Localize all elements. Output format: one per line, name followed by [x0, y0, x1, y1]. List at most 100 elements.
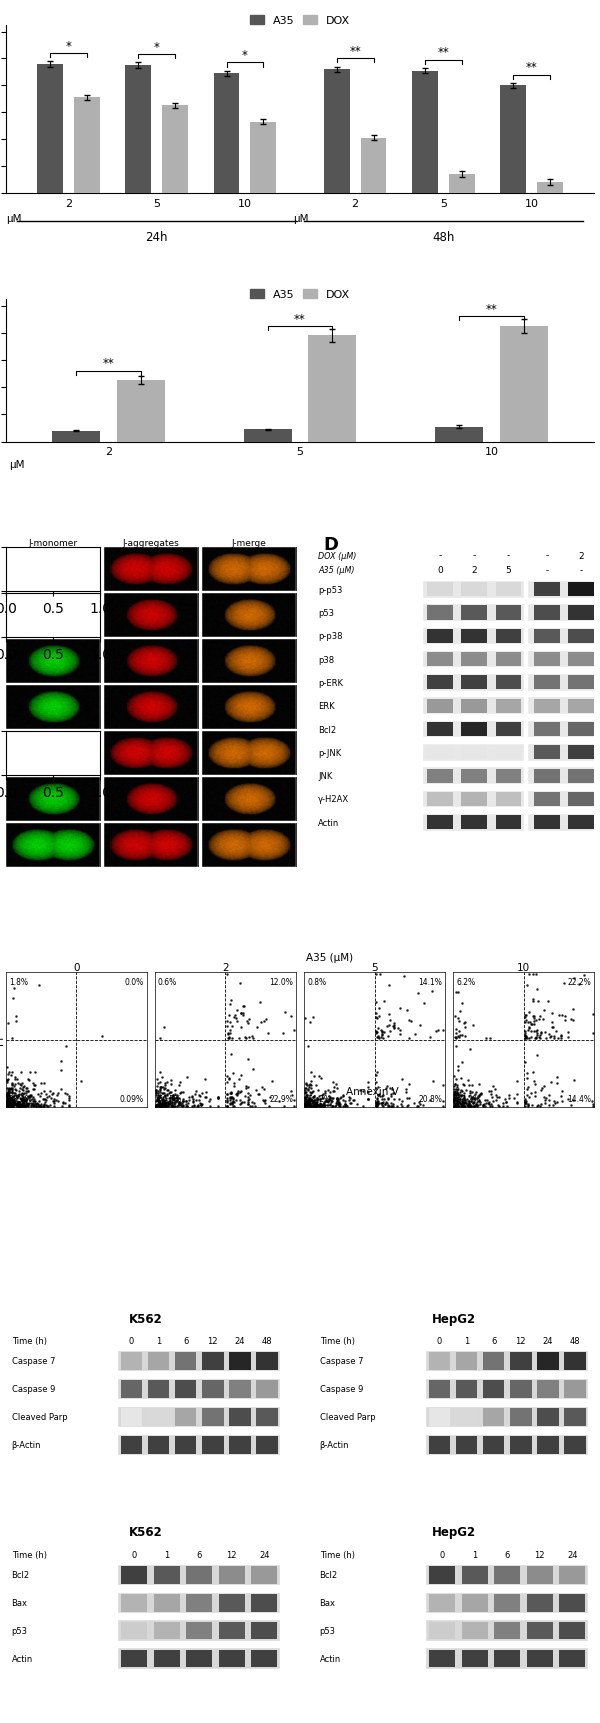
- Point: [26, 1082, 35, 1110]
- Point: [187, 1082, 197, 1110]
- Bar: [534, 700, 560, 713]
- Point: [157, 1089, 167, 1117]
- Point: [157, 1091, 166, 1118]
- Point: [335, 1092, 344, 1120]
- Point: [155, 1082, 164, 1110]
- Point: [190, 1080, 199, 1108]
- Point: [319, 1080, 328, 1108]
- Bar: [429, 1380, 451, 1397]
- Point: [8, 1082, 17, 1110]
- Point: [39, 1092, 49, 1120]
- Point: [310, 1063, 319, 1091]
- Point: [8, 1087, 17, 1115]
- Point: [19, 1085, 29, 1113]
- Point: [227, 1084, 236, 1111]
- Text: Caspase 7: Caspase 7: [11, 1356, 55, 1366]
- Point: [536, 1077, 545, 1104]
- Point: [353, 1091, 362, 1118]
- Point: [526, 1011, 536, 1039]
- Point: [4, 1077, 14, 1104]
- Point: [223, 1020, 233, 1048]
- Point: [156, 1091, 166, 1118]
- Point: [331, 1070, 341, 1098]
- Text: 0: 0: [437, 1337, 442, 1346]
- Point: [4, 1080, 14, 1108]
- Point: [472, 1079, 481, 1106]
- Text: p53: p53: [320, 1627, 335, 1635]
- Point: [161, 1070, 170, 1098]
- Point: [539, 1084, 549, 1111]
- Point: [231, 1080, 241, 1108]
- Point: [539, 1073, 549, 1101]
- Point: [533, 1020, 542, 1048]
- Point: [530, 1008, 539, 1036]
- Point: [451, 1084, 461, 1111]
- Point: [35, 1092, 44, 1120]
- Bar: [423, 698, 524, 715]
- Point: [155, 1092, 165, 1120]
- Point: [32, 1091, 42, 1118]
- Point: [153, 1087, 163, 1115]
- Point: [371, 1018, 381, 1046]
- Point: [463, 1091, 473, 1118]
- Point: [371, 1018, 381, 1046]
- Point: [494, 1084, 503, 1111]
- Point: [300, 1092, 310, 1120]
- Point: [319, 1092, 328, 1120]
- Point: [230, 1003, 239, 1030]
- Point: [20, 1092, 30, 1120]
- Point: [527, 1010, 537, 1037]
- Point: [301, 1092, 311, 1120]
- Point: [16, 1085, 25, 1113]
- Point: [17, 1070, 27, 1098]
- Point: [453, 1005, 463, 1032]
- Text: Bcl2: Bcl2: [11, 1570, 30, 1580]
- Point: [397, 1067, 407, 1094]
- Point: [342, 1092, 352, 1120]
- Point: [2, 1092, 11, 1120]
- Point: [228, 1092, 238, 1120]
- Point: [40, 1085, 50, 1113]
- Point: [520, 1022, 530, 1049]
- Point: [6, 1092, 16, 1120]
- Point: [7, 1092, 16, 1120]
- Point: [244, 1084, 253, 1111]
- Bar: [500, 86, 526, 193]
- Point: [316, 1092, 325, 1120]
- Point: [338, 1082, 348, 1110]
- Point: [236, 999, 246, 1027]
- Point: [556, 1023, 566, 1051]
- Text: **: **: [437, 47, 449, 59]
- Point: [50, 1089, 59, 1117]
- Point: [12, 1087, 22, 1115]
- Point: [161, 1084, 171, 1111]
- Point: [247, 1023, 256, 1051]
- Point: [44, 1082, 54, 1110]
- Point: [13, 1084, 22, 1111]
- Point: [305, 1092, 315, 1120]
- Point: [326, 1089, 336, 1117]
- Point: [304, 1089, 313, 1117]
- Bar: [175, 1353, 196, 1370]
- Point: [19, 1092, 29, 1120]
- Bar: [534, 675, 560, 689]
- Point: [172, 1084, 182, 1111]
- Point: [239, 1089, 248, 1117]
- Point: [243, 1091, 253, 1118]
- Point: [2, 1082, 11, 1110]
- Point: [34, 1091, 43, 1118]
- Point: [460, 1087, 470, 1115]
- Bar: [121, 1435, 142, 1454]
- Point: [226, 1020, 235, 1048]
- Point: [152, 1092, 161, 1120]
- Point: [450, 1080, 460, 1108]
- Bar: [564, 1380, 586, 1397]
- Bar: [251, 1594, 277, 1611]
- Point: [8, 1084, 17, 1111]
- Point: [232, 1082, 242, 1110]
- Point: [547, 999, 556, 1027]
- Point: [155, 1092, 164, 1120]
- Legend: A35, DOX: A35, DOX: [246, 12, 354, 31]
- Point: [19, 1091, 28, 1118]
- Point: [8, 1089, 17, 1117]
